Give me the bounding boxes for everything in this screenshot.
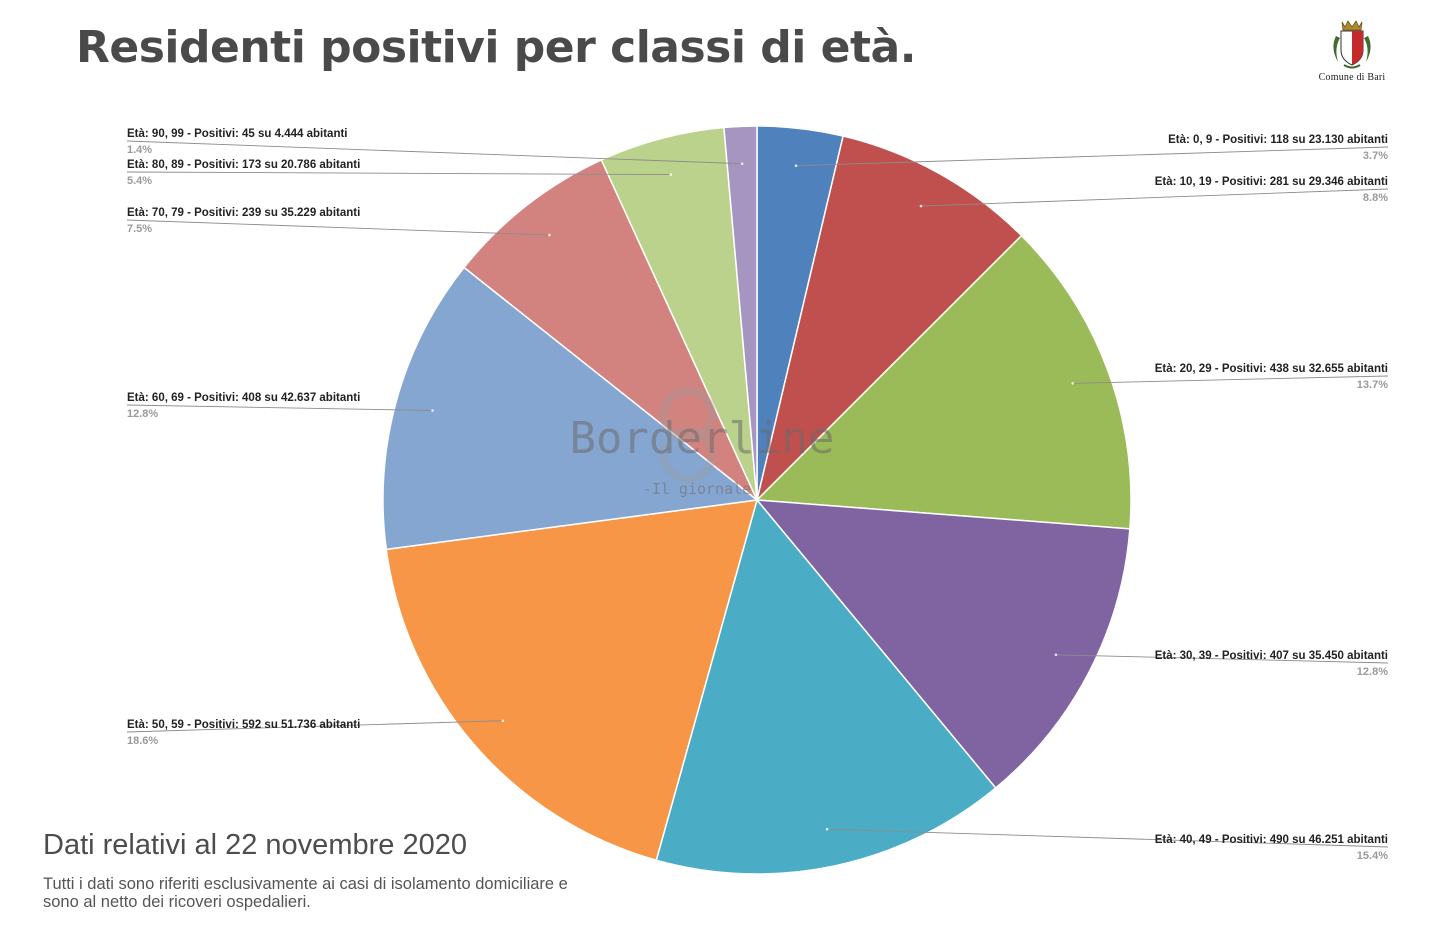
leader-line-0 (795, 146, 1389, 167)
slice-percent-7: 7.5% (127, 223, 152, 235)
leader-dot-8 (669, 173, 673, 176)
slice-percent-6: 12.8% (127, 408, 158, 420)
comune-di-bari-logo: Comune di Bari (1304, 18, 1400, 83)
slice-label-3: Età: 30, 39 - Positivi: 407 su 35.450 ab… (1155, 650, 1388, 662)
leader-line-9 (126, 140, 743, 165)
leader-line-8 (126, 171, 671, 176)
slice-label-2: Età: 20, 29 - Positivi: 438 su 32.655 ab… (1155, 363, 1388, 375)
watermark: Borderline -Il giornale (570, 387, 835, 498)
leader-dot-0 (794, 164, 798, 167)
pie-slice-7 (463, 158, 758, 501)
slice-percent-8: 5.4% (127, 175, 152, 187)
pie-slice-9 (723, 125, 758, 501)
leader-dot-3 (1054, 653, 1058, 657)
leader-dot-2 (1071, 382, 1074, 385)
pie-slice-5 (385, 499, 759, 862)
pie-slice-3 (755, 499, 1131, 789)
pie-slice-1 (755, 135, 1023, 503)
slice-percent-5: 18.6% (127, 735, 158, 747)
leader-dot-1 (919, 204, 923, 208)
slice-label-0: Età: 0, 9 - Positivi: 118 su 23.130 abit… (1168, 134, 1388, 146)
leader-dot-9 (740, 162, 744, 165)
coat-of-arms-icon (1333, 20, 1371, 69)
slice-percent-0: 3.7% (1363, 150, 1388, 162)
leader-line-3 (1055, 654, 1389, 664)
slice-label-4: Età: 40, 49 - Positivi: 490 su 46.251 ab… (1155, 834, 1388, 846)
pie-slice-4 (655, 498, 997, 875)
footer-note: Tutti i dati sono riferiti esclusivament… (43, 875, 568, 911)
slice-percent-9: 1.4% (127, 144, 152, 156)
logo-text: Comune di Bari (1318, 72, 1386, 83)
slice-label-7: Età: 70, 79 - Positivi: 239 su 35.229 ab… (127, 207, 360, 219)
leader-dot-4 (825, 827, 829, 831)
slice-percent-2: 13.7% (1357, 379, 1388, 391)
slice-percent-4: 15.4% (1357, 850, 1388, 862)
leader-line-6 (126, 404, 433, 411)
leader-line-5 (126, 720, 503, 733)
leader-line-7 (126, 219, 550, 236)
leader-line-1 (920, 188, 1389, 207)
leader-dot-5 (501, 719, 505, 722)
leader-dot-6 (431, 409, 434, 412)
slice-label-8: Età: 80, 89 - Positivi: 173 su 20.786 ab… (127, 159, 360, 171)
slice-label-6: Età: 60, 69 - Positivi: 408 su 42.637 ab… (127, 392, 360, 404)
slice-label-1: Età: 10, 19 - Positivi: 281 su 29.346 ab… (1155, 176, 1388, 188)
slice-percent-1: 8.8% (1363, 192, 1388, 204)
slice-label-5: Età: 50, 59 - Positivi: 592 su 51.736 ab… (127, 719, 360, 731)
leader-line-2 (1072, 375, 1389, 384)
watermark-name: Borderline (570, 413, 835, 464)
leader-line-4 (827, 828, 1389, 848)
page-title: Residenti positivi per classi di età. (76, 22, 916, 73)
pie-slice-2 (755, 234, 1132, 530)
leader-dot-7 (548, 233, 551, 237)
watermark-tagline: -Il giornale (643, 480, 751, 498)
footer-title: Dati relativi al 22 novembre 2020 (43, 829, 467, 861)
slice-percent-3: 12.8% (1357, 666, 1388, 678)
slice-label-9: Età: 90, 99 - Positivi: 45 su 4.444 abit… (127, 128, 348, 140)
pie-slice-6 (382, 266, 759, 551)
